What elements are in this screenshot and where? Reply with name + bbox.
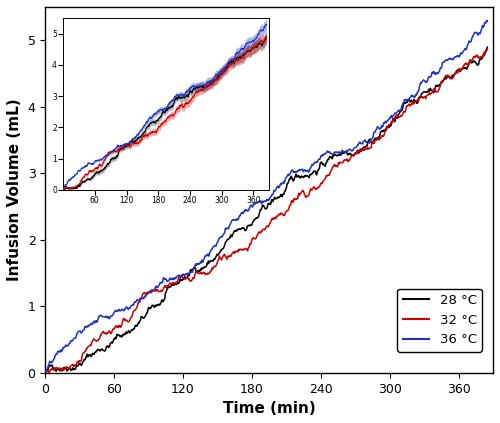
- X-axis label: Time (min): Time (min): [223, 401, 316, 416]
- Y-axis label: Infusion Volume (mL): Infusion Volume (mL): [7, 99, 22, 281]
- Legend: 28 °C, 32 °C, 36 °C: 28 °C, 32 °C, 36 °C: [398, 289, 482, 352]
